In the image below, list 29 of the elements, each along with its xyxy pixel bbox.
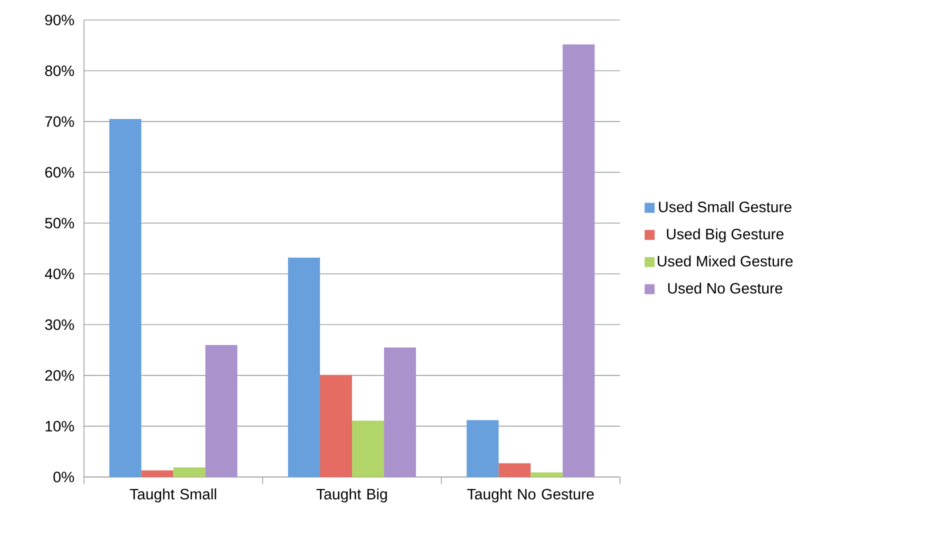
y-tick-label: 80% bbox=[45, 65, 74, 76]
y-tick-label: 50% bbox=[45, 218, 74, 228]
bar bbox=[288, 258, 320, 477]
y-tick-label: 60% bbox=[45, 167, 74, 178]
bar bbox=[384, 348, 416, 477]
y-tick-label: 20% bbox=[45, 370, 74, 381]
bar bbox=[562, 44, 595, 477]
bar bbox=[109, 119, 142, 477]
bar bbox=[205, 344, 238, 477]
bar bbox=[530, 472, 563, 477]
legend-label: Used Big Gesture bbox=[666, 228, 784, 242]
bar bbox=[352, 420, 384, 477]
legend-label: Used Small Gesture bbox=[659, 201, 792, 212]
bar bbox=[498, 463, 531, 477]
bar bbox=[141, 470, 174, 477]
bar bbox=[466, 420, 499, 477]
bar bbox=[173, 467, 206, 477]
legend-label: Used No Gesture bbox=[668, 282, 782, 294]
y-tick-label: 0% bbox=[53, 472, 74, 482]
bar bbox=[320, 374, 352, 477]
y-tick-label: 90% bbox=[45, 14, 74, 26]
y-tick-label: 40% bbox=[44, 268, 74, 280]
x-tick-label: Taught Small bbox=[130, 488, 216, 502]
y-tick-label: 10% bbox=[46, 420, 74, 432]
y-tick-label: 70% bbox=[45, 116, 74, 127]
x-tick-label: Taught Big bbox=[316, 488, 387, 502]
x-tick-label: Taught No Gesture bbox=[467, 488, 594, 502]
y-tick-label: 30% bbox=[45, 319, 74, 330]
legend-label: Used Mixed Gesture bbox=[658, 255, 793, 267]
